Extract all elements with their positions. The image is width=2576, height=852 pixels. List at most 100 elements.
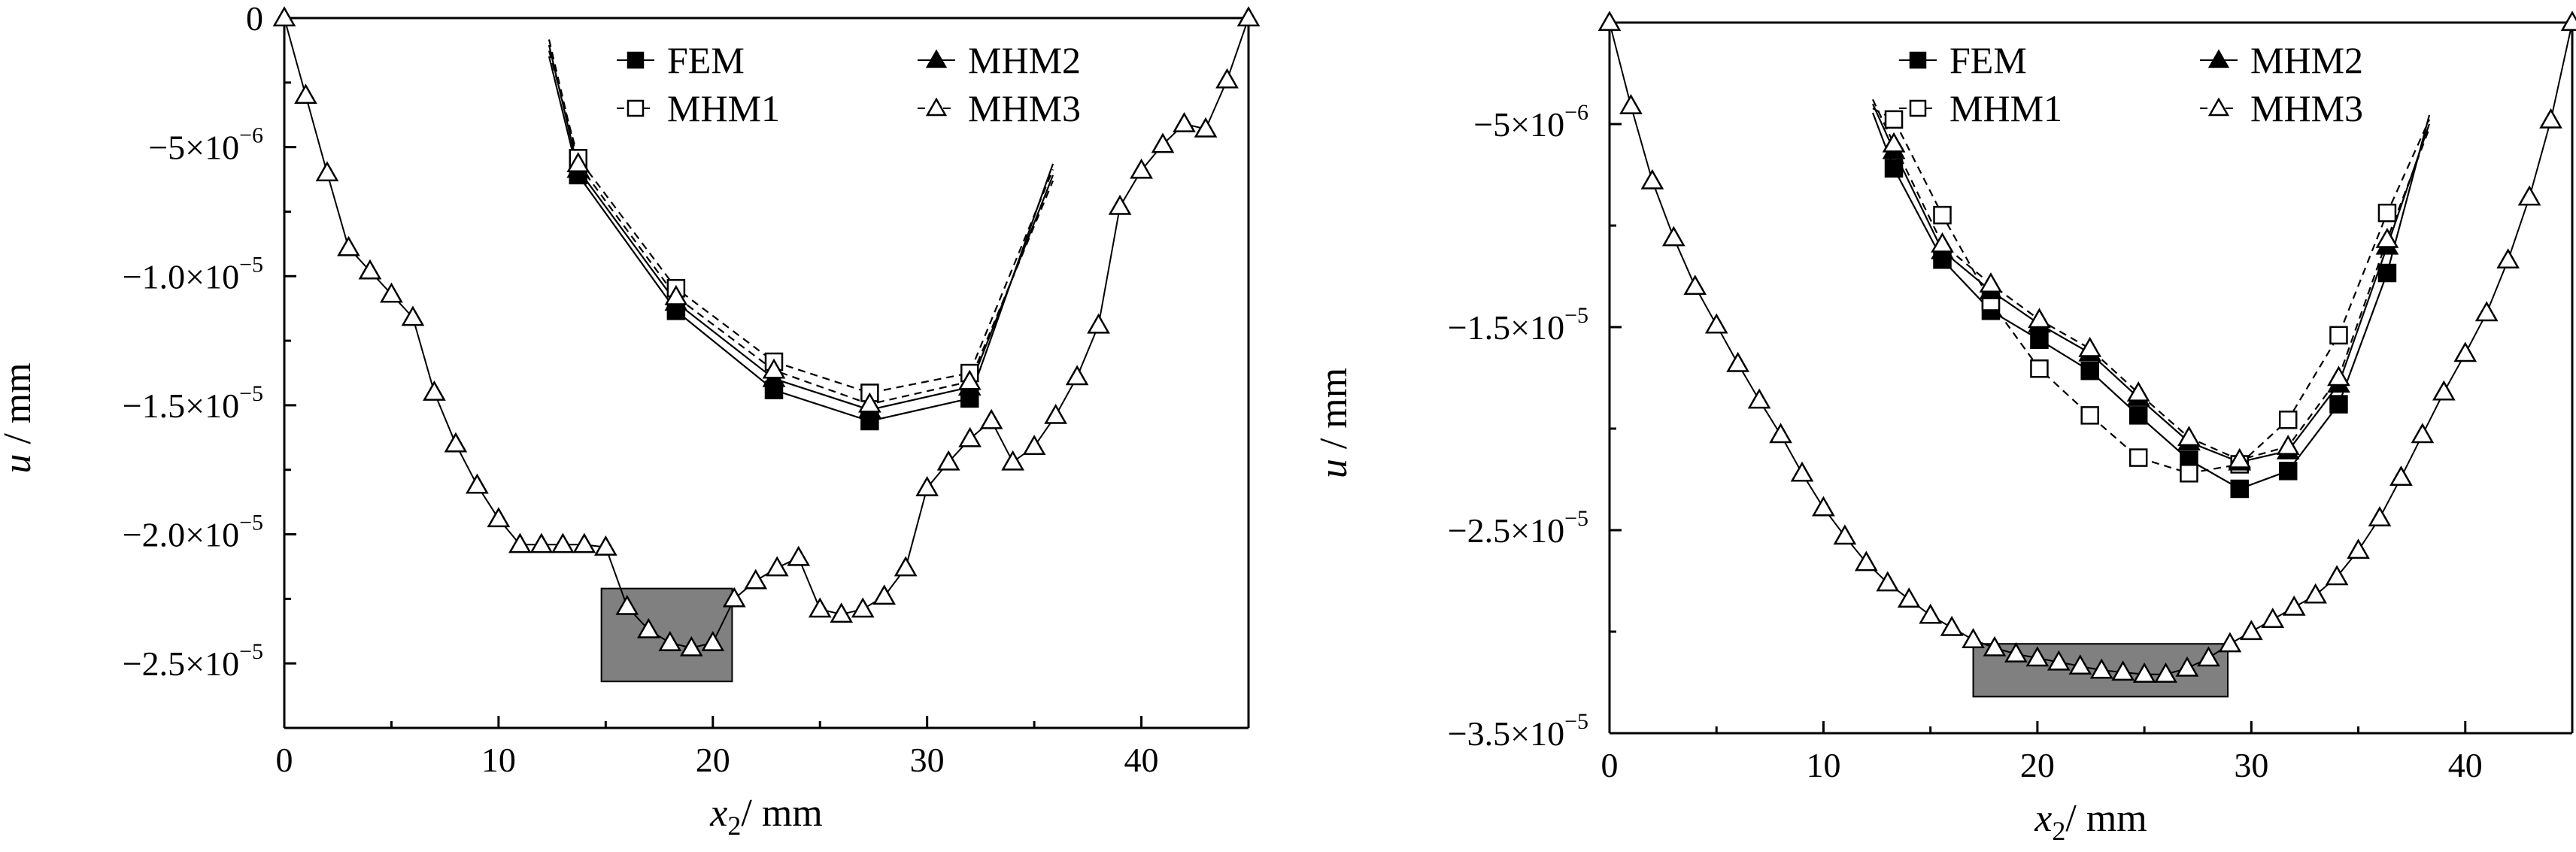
x-axis-var: x xyxy=(709,792,727,835)
main-curve-point xyxy=(1983,635,2007,656)
main-curve-point xyxy=(1940,615,1964,636)
main-curve-point xyxy=(2154,662,2177,683)
inset-point-mhm1 xyxy=(2180,464,2198,483)
inset-point-mhm3 xyxy=(566,152,590,173)
legend-label: MHM2 xyxy=(2250,39,2363,81)
y-tick-label: 0 xyxy=(246,0,263,38)
y-tick-label: −1.0×10−5 xyxy=(123,252,263,296)
inset-point-mhm3 xyxy=(2078,336,2102,357)
chart-right: 0 10 20 30 40−5×10−6−1.5×10−5−2.5×10−5−3.5×1… xyxy=(1312,11,2576,846)
main-curve-point xyxy=(2496,248,2520,269)
y-tick-label: −1.5×10−5 xyxy=(1448,303,1588,347)
main-curve-point xyxy=(2197,646,2220,667)
x-axis-subscript: 2 xyxy=(727,811,741,841)
y-tick-exponent: −5 xyxy=(1564,709,1588,734)
main-curve-point xyxy=(294,83,317,105)
y-tick-label: −5×10−6 xyxy=(1473,100,1588,144)
main-curve-point xyxy=(2111,660,2135,681)
x-axis-unit: / mm xyxy=(741,792,822,835)
legend-marker xyxy=(925,97,948,117)
inset-point-mhm1 xyxy=(2030,359,2049,378)
y-tick-exponent: −5 xyxy=(239,511,263,535)
main-curve-point xyxy=(2089,658,2113,679)
main-curve-point xyxy=(2047,650,2071,671)
y-tick-exponent: −5 xyxy=(1564,303,1588,328)
inset-point-mhm3 xyxy=(2327,365,2350,387)
inset-zoom xyxy=(1871,99,2431,499)
x-axis-subscript: 2 xyxy=(2052,816,2065,846)
inset-point-mhm3 xyxy=(2228,447,2252,468)
x-tick-label: 10 xyxy=(481,741,516,779)
legend-label: MHM1 xyxy=(667,87,780,129)
x-axis-unit: / mm xyxy=(2065,797,2147,840)
main-curve-point xyxy=(572,532,596,553)
legend-marker xyxy=(2207,97,2230,117)
main-curve-point xyxy=(1661,226,1685,247)
inset-point-mhm3 xyxy=(2375,227,2399,248)
main-curve-point xyxy=(444,432,468,453)
main-curve-point xyxy=(701,631,725,651)
y-tick-label: −5×10−6 xyxy=(148,123,263,167)
y-tick-label: −2.5×10−5 xyxy=(1448,506,1588,550)
chart-left: 0 10 20 30 400−5×10−6−1.0×10−5−1.5×10−5−2.0×… xyxy=(0,0,1261,841)
x-axis-title: x2/ mm xyxy=(709,792,822,841)
inset-point-fem xyxy=(2230,479,2249,499)
inset-point-mhm1 xyxy=(2377,203,2397,223)
x-tick-label: 30 xyxy=(2234,746,2268,784)
main-curve-point xyxy=(2282,595,2306,616)
x-axis-var: x xyxy=(2034,797,2052,840)
main-curve-point xyxy=(529,532,554,553)
y-axis-var: u xyxy=(0,454,39,474)
main-curve-point xyxy=(466,473,489,494)
main-curve-point xyxy=(2025,646,2050,667)
inset-point-fem xyxy=(2080,361,2099,381)
main-curve-point xyxy=(1919,603,1943,624)
inset-zoom xyxy=(548,39,1054,431)
main-curve-point xyxy=(1726,351,1750,372)
main-curve-point xyxy=(1640,168,1664,190)
main-curve-line xyxy=(284,17,1249,649)
x-tick-label: 30 xyxy=(910,741,945,779)
main-curve-point xyxy=(2368,506,2392,526)
main-curve-point xyxy=(1044,403,1067,424)
y-tick-exponent: −5 xyxy=(239,252,263,277)
main-curve-point xyxy=(2560,11,2576,32)
main-curve-point xyxy=(358,259,382,280)
inset-point-mhm3 xyxy=(664,284,688,305)
main-curve-point xyxy=(1130,158,1153,179)
inset-point-mhm1 xyxy=(2080,406,2099,425)
main-curve-point xyxy=(1833,524,1857,545)
main-curve-point xyxy=(1087,313,1110,334)
legend-label: MHM1 xyxy=(1949,87,2062,129)
y-tick-mantissa: 0 xyxy=(246,0,263,38)
inset-point-mhm1 xyxy=(2128,448,2148,467)
main-curve-point xyxy=(1001,450,1024,471)
inset-point-mhm3 xyxy=(1931,232,1954,253)
inset-point-mhm3 xyxy=(858,392,881,413)
inset-point-mhm1 xyxy=(1933,205,1952,225)
main-curve-point xyxy=(2325,565,2349,586)
legend-marker xyxy=(925,49,948,68)
main-curve-point xyxy=(1747,388,1771,409)
inset-point-mhm1 xyxy=(2278,411,2298,429)
main-curve-point xyxy=(1876,571,1900,592)
y-tick-exponent: −5 xyxy=(239,381,263,406)
y-axis-var: u xyxy=(1312,459,1355,478)
inset-line-fem xyxy=(1871,112,2431,490)
inset-point-mhm3 xyxy=(762,358,786,379)
inset-point-mhm1 xyxy=(2329,326,2348,345)
main-curve-point xyxy=(315,161,339,182)
inset-point-mhm3 xyxy=(1979,272,2003,293)
y-tick-label: −3.5×10−5 xyxy=(1448,709,1588,753)
main-curve-point xyxy=(2389,465,2413,486)
main-curve-point xyxy=(915,476,939,496)
main-curve-point xyxy=(1215,68,1239,89)
main-curve-point xyxy=(636,617,660,638)
main-curve-point xyxy=(487,507,511,528)
y-axis-title: u / mm xyxy=(0,362,39,473)
inset-point-fem xyxy=(1884,159,1904,178)
main-curve-line xyxy=(1609,22,2573,675)
main-curve-point xyxy=(272,6,296,27)
inset-point-fem xyxy=(2278,462,2298,481)
